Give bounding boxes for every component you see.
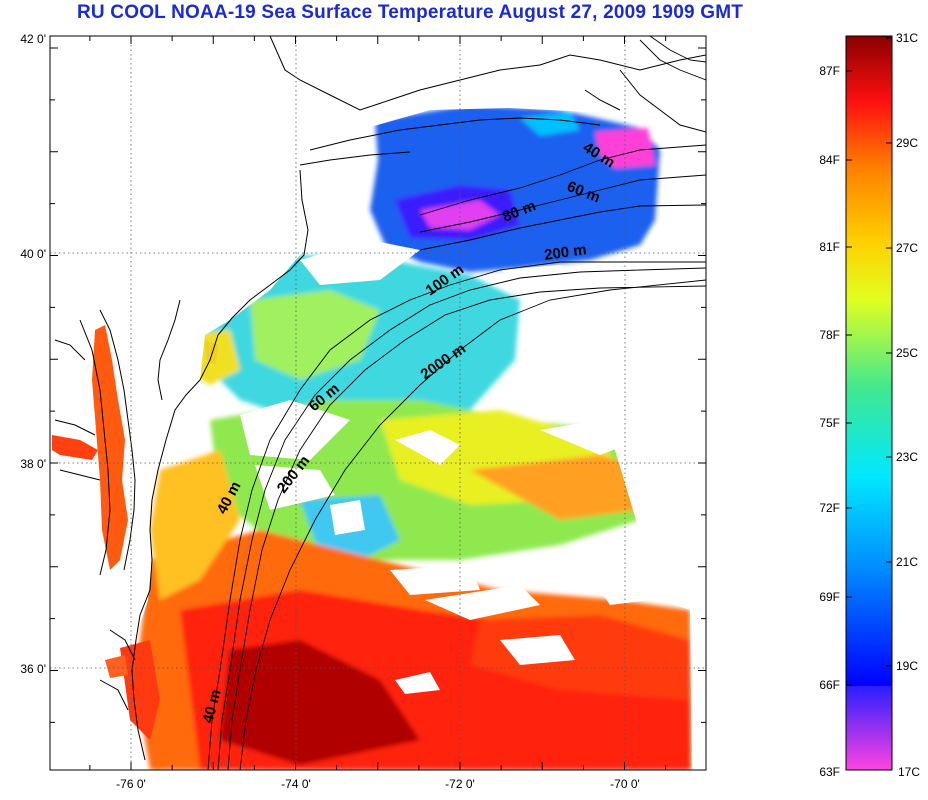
colorbar-f-label: 87F: [819, 64, 840, 78]
lat-label: 36 0': [20, 662, 46, 676]
lon-label: -74 0': [281, 777, 311, 791]
colorbar-f-label: 72F: [819, 501, 840, 515]
isobath-label: 200 m: [543, 241, 587, 264]
colorbar-c-label: 19C: [896, 659, 918, 673]
colorbar-f-label: 63F: [819, 765, 840, 779]
colorbar-f-label: 69F: [819, 590, 840, 604]
lon-label: -72 0': [445, 777, 475, 791]
colorbar-c-label: 17C: [898, 765, 920, 779]
colorbar-c-label: 23C: [896, 450, 918, 464]
sst-field: 40 m 60 m 80 m 200 m 100 m 2000 m 60 m 4…: [50, 36, 706, 770]
colorbar-c-label: 21C: [896, 555, 918, 569]
colorbar-f-label: 81F: [819, 240, 840, 254]
lon-label: -70 0': [610, 777, 640, 791]
colorbar-f-label: 84F: [819, 153, 840, 167]
colorbar-c-label: 25C: [896, 346, 918, 360]
colorbar-f-label: 66F: [819, 678, 840, 692]
lat-label: 42 0': [20, 32, 46, 46]
lat-label: 38 0': [20, 457, 46, 471]
map-title: RU COOL NOAA-19 Sea Surface Temperature …: [76, 2, 744, 23]
colorbar-f-label: 75F: [819, 416, 840, 430]
colorbar-c-label: 29C: [896, 136, 918, 150]
chesapeake-bay: [92, 325, 128, 570]
colorbar-c-label: 31C: [896, 31, 918, 45]
lat-label: 40 0': [20, 247, 46, 261]
land-mass: [50, 36, 706, 770]
lon-label: -76 0': [116, 777, 146, 791]
colorbar-f-label: 78F: [819, 328, 840, 342]
colorbar: [845, 35, 893, 771]
colorbar-c-label: 27C: [896, 241, 918, 255]
